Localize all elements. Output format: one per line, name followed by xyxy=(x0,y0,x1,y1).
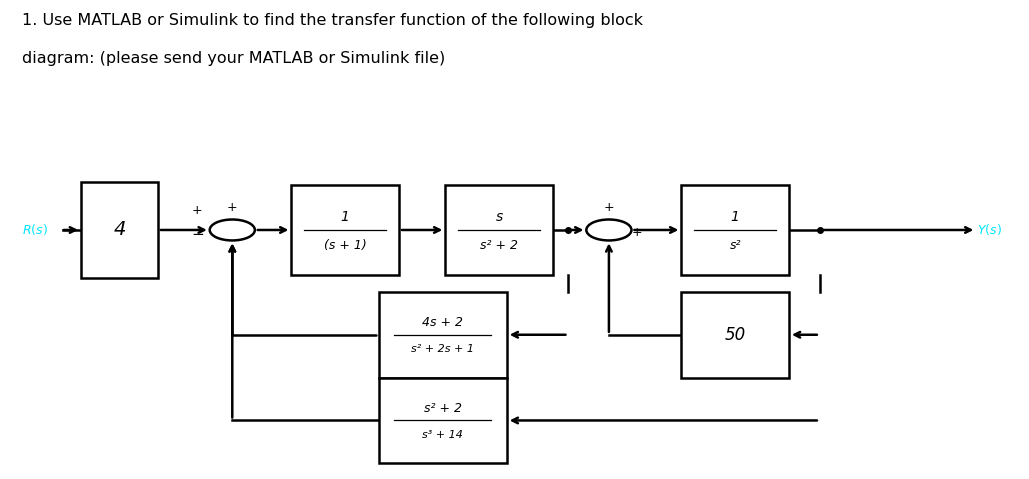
Text: 1. Use MATLAB or Simulink to find the transfer function of the following block: 1. Use MATLAB or Simulink to find the tr… xyxy=(22,13,643,28)
Text: −: − xyxy=(191,227,204,242)
Bar xyxy=(81,182,157,278)
Text: s: s xyxy=(496,210,503,224)
Text: 1: 1 xyxy=(731,210,740,224)
Bar xyxy=(379,377,507,463)
Text: +: + xyxy=(632,226,642,239)
Text: s² + 2: s² + 2 xyxy=(424,402,462,415)
Bar xyxy=(681,185,789,275)
Text: diagram: (please send your MATLAB or Simulink file): diagram: (please send your MATLAB or Sim… xyxy=(22,51,446,67)
Text: +: + xyxy=(227,201,238,214)
Text: 1: 1 xyxy=(341,210,350,224)
Text: $Y(s)$: $Y(s)$ xyxy=(978,222,1002,238)
Text: 4: 4 xyxy=(113,220,126,240)
Text: 50: 50 xyxy=(724,326,746,344)
Bar xyxy=(379,292,507,377)
Circle shape xyxy=(210,219,255,240)
Text: s² + 2: s² + 2 xyxy=(481,239,519,252)
Text: $R(s)$: $R(s)$ xyxy=(22,222,47,238)
Text: (s + 1): (s + 1) xyxy=(324,239,366,252)
Text: +: + xyxy=(604,201,614,214)
Text: s²: s² xyxy=(730,239,741,252)
Circle shape xyxy=(587,219,632,240)
Text: +: + xyxy=(192,205,203,217)
Bar xyxy=(291,185,399,275)
Text: 4s + 2: 4s + 2 xyxy=(422,316,463,329)
Bar xyxy=(681,292,789,377)
Bar xyxy=(446,185,553,275)
Text: s² + 2s + 1: s² + 2s + 1 xyxy=(412,344,474,354)
Text: s³ + 14: s³ + 14 xyxy=(422,430,463,440)
